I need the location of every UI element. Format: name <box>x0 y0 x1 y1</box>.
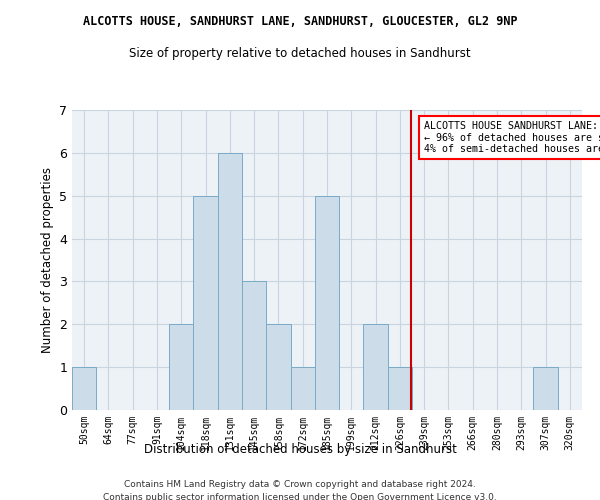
Text: Contains HM Land Registry data © Crown copyright and database right 2024.: Contains HM Land Registry data © Crown c… <box>124 480 476 489</box>
Y-axis label: Number of detached properties: Number of detached properties <box>41 167 53 353</box>
Bar <box>364 324 388 410</box>
Bar <box>266 324 290 410</box>
Bar <box>193 196 218 410</box>
Text: Size of property relative to detached houses in Sandhurst: Size of property relative to detached ho… <box>129 48 471 60</box>
Bar <box>169 324 193 410</box>
Text: Distribution of detached houses by size in Sandhurst: Distribution of detached houses by size … <box>143 442 457 456</box>
Text: Contains public sector information licensed under the Open Government Licence v3: Contains public sector information licen… <box>103 492 497 500</box>
Text: ALCOTTS HOUSE, SANDHURST LANE, SANDHURST, GLOUCESTER, GL2 9NP: ALCOTTS HOUSE, SANDHURST LANE, SANDHURST… <box>83 15 517 28</box>
Bar <box>290 367 315 410</box>
Bar <box>315 196 339 410</box>
Text: ALCOTTS HOUSE SANDHURST LANE: 232sqm
← 96% of detached houses are smaller (27)
4: ALCOTTS HOUSE SANDHURST LANE: 232sqm ← 9… <box>424 120 600 154</box>
Bar <box>533 367 558 410</box>
Bar <box>242 282 266 410</box>
Bar <box>388 367 412 410</box>
Bar <box>72 367 96 410</box>
Bar <box>218 153 242 410</box>
